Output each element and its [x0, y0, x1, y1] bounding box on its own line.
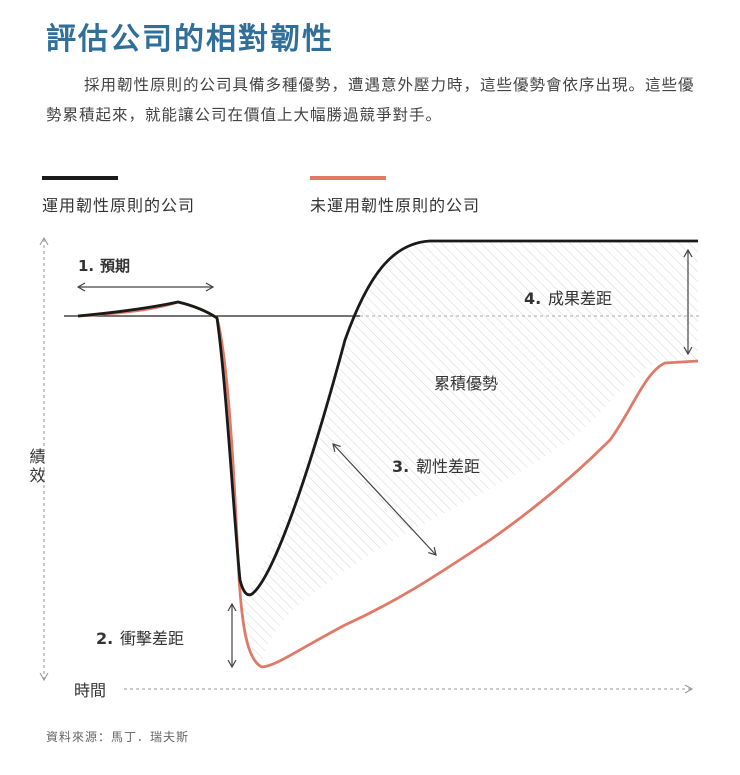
legend-item-resilient: 運用韌性原則的公司	[42, 176, 195, 216]
page-title: 評估公司的相對韌性	[46, 22, 334, 57]
annotation-3-number: 3.	[392, 457, 409, 476]
annotation-4-number: 4.	[524, 289, 541, 308]
annotation-4-label: 成果差距	[548, 289, 612, 308]
annotation-1-label: 預期	[100, 257, 130, 275]
source-note: 資料來源：馬丁．瑞夫斯	[46, 730, 190, 744]
accumulated-advantage-label: 累積優勢	[434, 374, 498, 393]
legend-label-non-resilient: 未運用韌性原則的公司	[310, 196, 481, 215]
legend-swatch-non-resilient	[310, 176, 386, 180]
accumulated-advantage-area	[217, 241, 698, 661]
annotation-2-label: 衝擊差距	[120, 629, 184, 648]
legend-swatch-resilient	[42, 176, 118, 180]
legend-label-resilient: 運用韌性原則的公司	[42, 196, 196, 215]
intro-paragraph: 採用韌性原則的公司具備多種優勢，遭遇意外壓力時，這些優勢會依序出現。這些優勢累積…	[46, 76, 695, 124]
annotation-3-arrow	[332, 443, 437, 556]
legend-item-non-resilient: 未運用韌性原則的公司	[310, 176, 480, 216]
annotation-1-number: 1.	[78, 257, 94, 275]
series-resilient-line	[77, 239, 698, 597]
x-axis-label: 時間	[74, 681, 106, 700]
y-axis-label: 績效	[27, 448, 46, 486]
annotation-3-label: 韌性差距	[416, 457, 480, 476]
annotation-2-number: 2.	[96, 629, 113, 648]
